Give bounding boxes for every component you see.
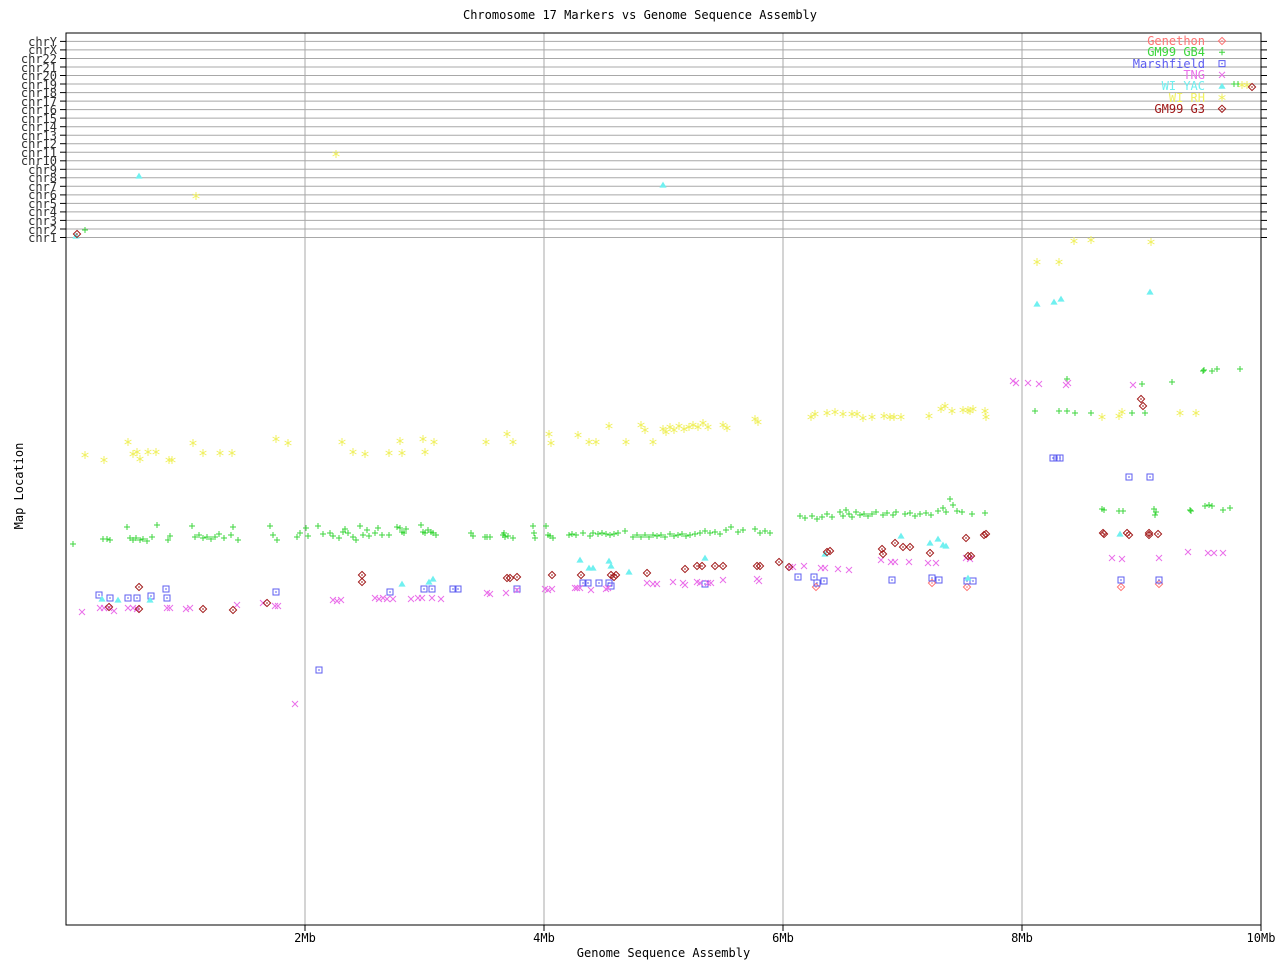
x-tick-label-8Mb: 8Mb	[1011, 931, 1033, 945]
legend-item-marshfield: Marshfield	[1132, 56, 1205, 71]
y-tick-label-chr16: chr16	[20, 103, 57, 118]
y-tick-label-chr19: chr19	[20, 77, 57, 92]
x-tick-label-6Mb: 6Mb	[772, 931, 794, 945]
y-tick-label-chr13: chr13	[20, 128, 57, 143]
series-marshfield-points	[95, 454, 1163, 674]
legend-item-wi-yac: WI YAC	[1161, 79, 1205, 94]
x-axis-label: Genome Sequence Assembly	[576, 946, 751, 960]
y-tick-label-chr14: chr14	[20, 120, 57, 135]
y-tick-label-chr15: chr15	[20, 111, 57, 126]
legend-markers	[1217, 36, 1227, 114]
series-wi-yac-points	[72, 172, 1154, 603]
y-tick-label-chr17: chr17	[20, 94, 57, 109]
y-tick-label-chr11: chr11	[20, 145, 57, 160]
y-tick-label-chr3: chr3	[28, 213, 57, 228]
x-tick-label-2Mb: 2Mb	[294, 931, 316, 945]
y-tick-label-chr7: chr7	[28, 179, 57, 194]
legend-item-gm99-gb4: GM99 GB4	[1147, 45, 1205, 60]
y-tick-label-chr18: chr18	[20, 86, 57, 101]
series-genethon-points	[811, 578, 1164, 592]
y-tick-label-chr2: chr2	[28, 222, 57, 237]
y-tick-label-chr6: chr6	[28, 188, 57, 203]
y-tick-label-chr4: chr4	[28, 205, 57, 220]
y-tick-label-chr20: chr20	[20, 69, 57, 83]
y-tick-label-chrX: chrX	[28, 43, 57, 58]
x-tick-label-4Mb: 4Mb	[533, 931, 555, 945]
series-wi-rh-points	[81, 81, 1251, 464]
gridlines	[66, 33, 1261, 925]
series-gm99-gb4-points	[70, 81, 1243, 547]
legend-item-genethon: Genethon	[1147, 34, 1205, 48]
y-tick-label-chr21: chr21	[20, 60, 57, 75]
legend-item-tng: TNG	[1183, 67, 1205, 82]
series-tng-points	[78, 377, 1227, 708]
y-tick-label-chr1: chr1	[28, 231, 57, 245]
y-tick-label-chr8: chr8	[28, 171, 57, 186]
plot-border	[60, 32, 1267, 931]
y-tick-label-chr5: chr5	[28, 196, 57, 211]
y-tick-label-chr12: chr12	[20, 137, 57, 152]
y-tick-label-chrY: chrY	[28, 34, 57, 49]
legend-item-gm99-g3: GM99 G3	[1154, 101, 1205, 116]
y-tick-label-chr22: chr22	[20, 52, 57, 66]
y-tick-label-chr9: chr9	[28, 162, 57, 177]
x-tick-label-10Mb: 10Mb	[1246, 931, 1276, 945]
y-tick-label-chr10: chr10	[20, 154, 57, 169]
chart-title: Chromosome 17 Markers vs Genome Sequence…	[462, 8, 817, 22]
series-gm99-g3-points	[72, 82, 1257, 615]
legend-item-wi-rh: WI RH	[1168, 90, 1205, 105]
